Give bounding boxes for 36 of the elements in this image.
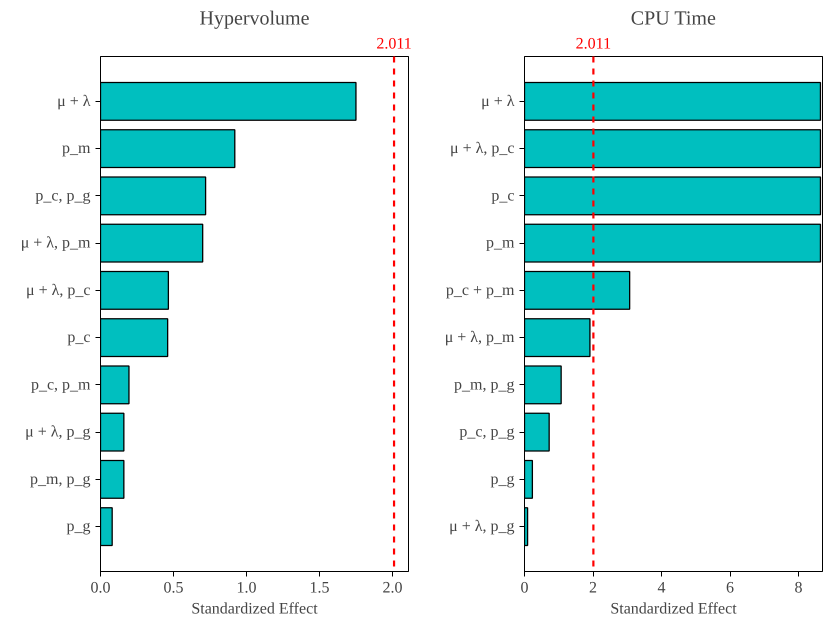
y-tick-label: μ + λ, p_g	[25, 424, 90, 441]
x-tick-label: 8	[794, 580, 803, 596]
x-axis-title: Standardized Effect	[191, 600, 318, 618]
ref-line-label: 2.011	[576, 36, 612, 52]
y-tick-label: p_m, p_g	[454, 376, 515, 394]
y-tick-label: p_c	[491, 187, 515, 204]
y-tick-label: μ + λ, p_c	[26, 282, 91, 299]
y-tick-label: p_g	[490, 470, 514, 488]
y-tick-label: p_m	[62, 140, 92, 158]
x-tick-label: 0	[520, 580, 528, 596]
x-tick-label: 0.5	[163, 580, 184, 596]
y-tick-label: p_c	[67, 329, 91, 346]
y-tick-label: p_c, p_m	[30, 376, 92, 394]
y-tick-label: μ + λ, p_g	[449, 518, 514, 536]
x-tick-label: 1.5	[309, 580, 330, 596]
x-axis-title: Standardized Effect	[610, 600, 738, 618]
x-tick-label: 6	[726, 580, 734, 596]
y-tick-label: p_c, p_g	[459, 424, 515, 441]
x-tick-label: 4	[658, 580, 666, 596]
y-tick-label: p_g	[66, 518, 90, 536]
y-tick-label: p_c, p_g	[35, 187, 91, 204]
y-tick-label: μ + λ	[481, 92, 515, 110]
y-tick-label: μ + λ, p_c	[450, 140, 515, 158]
x-tick-label: 1.0	[236, 580, 256, 596]
y-tick-label: μ + λ, p_m	[20, 234, 92, 252]
y-tick-label: p_m	[486, 234, 516, 252]
x-tick-label: 0.0	[90, 580, 110, 596]
chart-title: Hypervolume	[200, 8, 310, 30]
ref-line-label: 2.011	[376, 36, 412, 52]
y-tick-label: μ + λ	[57, 92, 91, 110]
y-tick-label: μ + λ, p_m	[444, 329, 516, 346]
y-tick-label: p_c + p_m	[446, 282, 516, 299]
y-tick-label: p_m, p_g	[30, 470, 91, 488]
x-tick-label: 2	[589, 580, 598, 596]
chart-title: CPU Time	[630, 8, 716, 30]
x-tick-label: 2.0	[382, 580, 402, 596]
